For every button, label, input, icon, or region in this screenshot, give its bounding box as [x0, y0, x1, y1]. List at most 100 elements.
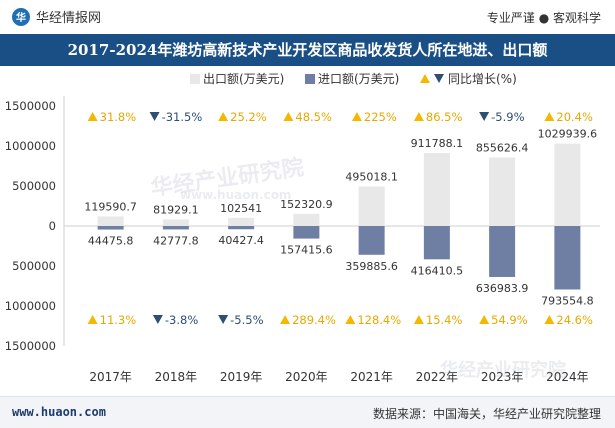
export-value-label: 152320.9 [280, 198, 333, 211]
value-labels: 119590.7 44475.8 81929.1 42777.8 102541 40427… [84, 128, 597, 308]
y-tick-label: 1500000 [5, 339, 56, 353]
import-growth-label: 11.3% [100, 313, 137, 327]
export-bar [97, 216, 124, 226]
chart-canvas: 出口额(万美元) 进口额(万美元) 同比增长(%) 1500000 1000000 50… [5, 72, 600, 384]
export-value-label: 1029939.6 [538, 128, 598, 141]
import-bar [162, 226, 189, 230]
export-up-arrow-icon [351, 112, 362, 121]
y-tick-label: 500000 [12, 179, 56, 193]
export-value-label: 495018.1 [345, 170, 398, 183]
export-bar [228, 217, 255, 226]
slogan: 专业严谨 ● 客观科学 [486, 11, 601, 25]
huajing-logo-icon: 华 [12, 7, 30, 26]
x-axis: 2017年 2018年 2019年 2020年 2021年 2022年 2023年 2024年 [89, 370, 588, 384]
import-bar [97, 226, 124, 230]
x-tick-label: 2019年 [220, 370, 263, 384]
import-growth-label: 24.6% [556, 313, 593, 327]
export-down-arrow-icon [479, 112, 490, 121]
import-growth-label: -3.8% [165, 313, 198, 327]
import-growth-label: 289.4% [292, 313, 336, 327]
top-bar: 华 华经情报网 专业严谨 ● 客观科学 [0, 0, 615, 34]
bars [97, 143, 581, 290]
export-up-arrow-icon [218, 112, 229, 121]
legend-export-swatch [190, 74, 200, 84]
import-value-label: 42777.8 [153, 234, 199, 247]
import-growth-label: 54.9% [491, 313, 528, 327]
import-value-label: 359885.6 [345, 260, 398, 273]
import-bar [423, 226, 450, 260]
import-value-label: 416410.5 [411, 264, 464, 277]
import-value-label: 636983.9 [476, 282, 529, 295]
export-up-arrow-icon [544, 112, 555, 121]
import-bar [554, 226, 581, 290]
export-value-label: 81929.1 [153, 203, 199, 216]
footer: www.huaon.com 数据来源：中国海关，华经产业研究院整理 [0, 396, 615, 428]
import-up-arrow-icon [87, 315, 98, 324]
export-growth-label: 31.8% [100, 110, 137, 124]
chart-legend: 出口额(万美元) 进口额(万美元) 同比增长(%) [190, 72, 517, 86]
import-down-arrow-icon [152, 315, 163, 324]
brand[interactable]: 华 华经情报网 [12, 7, 101, 26]
import-growth-label: 128.4% [357, 313, 401, 327]
import-up-arrow-icon [345, 315, 356, 324]
import-value-label: 40427.4 [218, 234, 264, 247]
import-bar [489, 226, 516, 277]
legend-import-label: 进口额(万美元) [318, 72, 399, 86]
export-value-label: 102541 [220, 202, 262, 215]
export-growth-label: 25.2% [230, 110, 267, 124]
export-bar [358, 186, 385, 226]
brand-name: 华经情报网 [36, 11, 102, 26]
y-tick-label: 1000000 [5, 299, 56, 313]
export-bar [293, 213, 320, 226]
export-up-arrow-icon [283, 112, 294, 121]
export-growth-label: -5.9% [491, 110, 524, 124]
import-growth-label: 15.4% [426, 313, 463, 327]
y-tick-label: 1000000 [5, 139, 56, 153]
import-value-label: 157415.6 [280, 244, 333, 257]
x-tick-label: 2018年 [155, 370, 198, 384]
export-bar [423, 153, 450, 226]
export-value-label: 119590.7 [84, 200, 137, 213]
import-up-arrow-icon [544, 315, 555, 324]
growth-markers: 31.8% -31.5% 25.2% 48.5% 225% 86.5% -5.9% 20.4%… [87, 110, 593, 327]
import-bar [358, 226, 385, 255]
import-value-label: 793554.8 [541, 294, 594, 307]
export-growth-label: 86.5% [426, 110, 463, 124]
y-axis: 1500000 1000000 500000 0 500000 1000000 150000… [5, 96, 600, 353]
legend-import-swatch [305, 74, 315, 84]
y-tick-label: 500000 [12, 259, 56, 273]
x-tick-label: 2021年 [350, 370, 393, 384]
import-up-arrow-icon [413, 315, 424, 324]
x-tick-label: 2022年 [416, 370, 459, 384]
export-bar [162, 219, 189, 226]
export-growth-label: 20.4% [556, 110, 593, 124]
y-tick-label: 0 [49, 219, 56, 233]
import-down-arrow-icon [218, 315, 229, 324]
import-bar [228, 226, 255, 230]
footer-source: 数据来源：中国海关，华经产业研究院整理 [372, 407, 601, 421]
x-tick-label: 2024年 [546, 370, 589, 384]
export-up-arrow-icon [87, 112, 98, 121]
x-tick-label: 2023年 [481, 370, 524, 384]
x-tick-label: 2020年 [285, 370, 328, 384]
import-value-label: 44475.8 [88, 235, 134, 248]
chart-title: 2017-2024年潍坊高新技术产业开发区商品收发货人所在地进、出口额 [0, 34, 615, 66]
x-tick-label: 2017年 [89, 370, 132, 384]
export-bar [554, 143, 581, 226]
import-bar [293, 226, 320, 239]
export-value-label: 911788.1 [411, 137, 464, 150]
import-growth-label: -5.5% [230, 313, 263, 327]
export-down-arrow-icon [149, 112, 160, 121]
footer-url[interactable]: www.huaon.com [12, 405, 106, 419]
export-growth-label: 48.5% [295, 110, 332, 124]
legend-growth-label: 同比增长(%) [448, 72, 517, 86]
import-up-arrow-icon [479, 315, 490, 324]
export-growth-label: 225% [364, 110, 397, 124]
import-up-arrow-icon [280, 315, 291, 324]
export-growth-label: -31.5% [162, 110, 203, 124]
export-value-label: 855626.4 [476, 142, 529, 155]
legend-export-label: 出口额(万美元) [203, 72, 284, 86]
export-bar [489, 157, 516, 226]
export-up-arrow-icon [413, 112, 424, 121]
legend-up-arrow-icon [420, 74, 430, 83]
